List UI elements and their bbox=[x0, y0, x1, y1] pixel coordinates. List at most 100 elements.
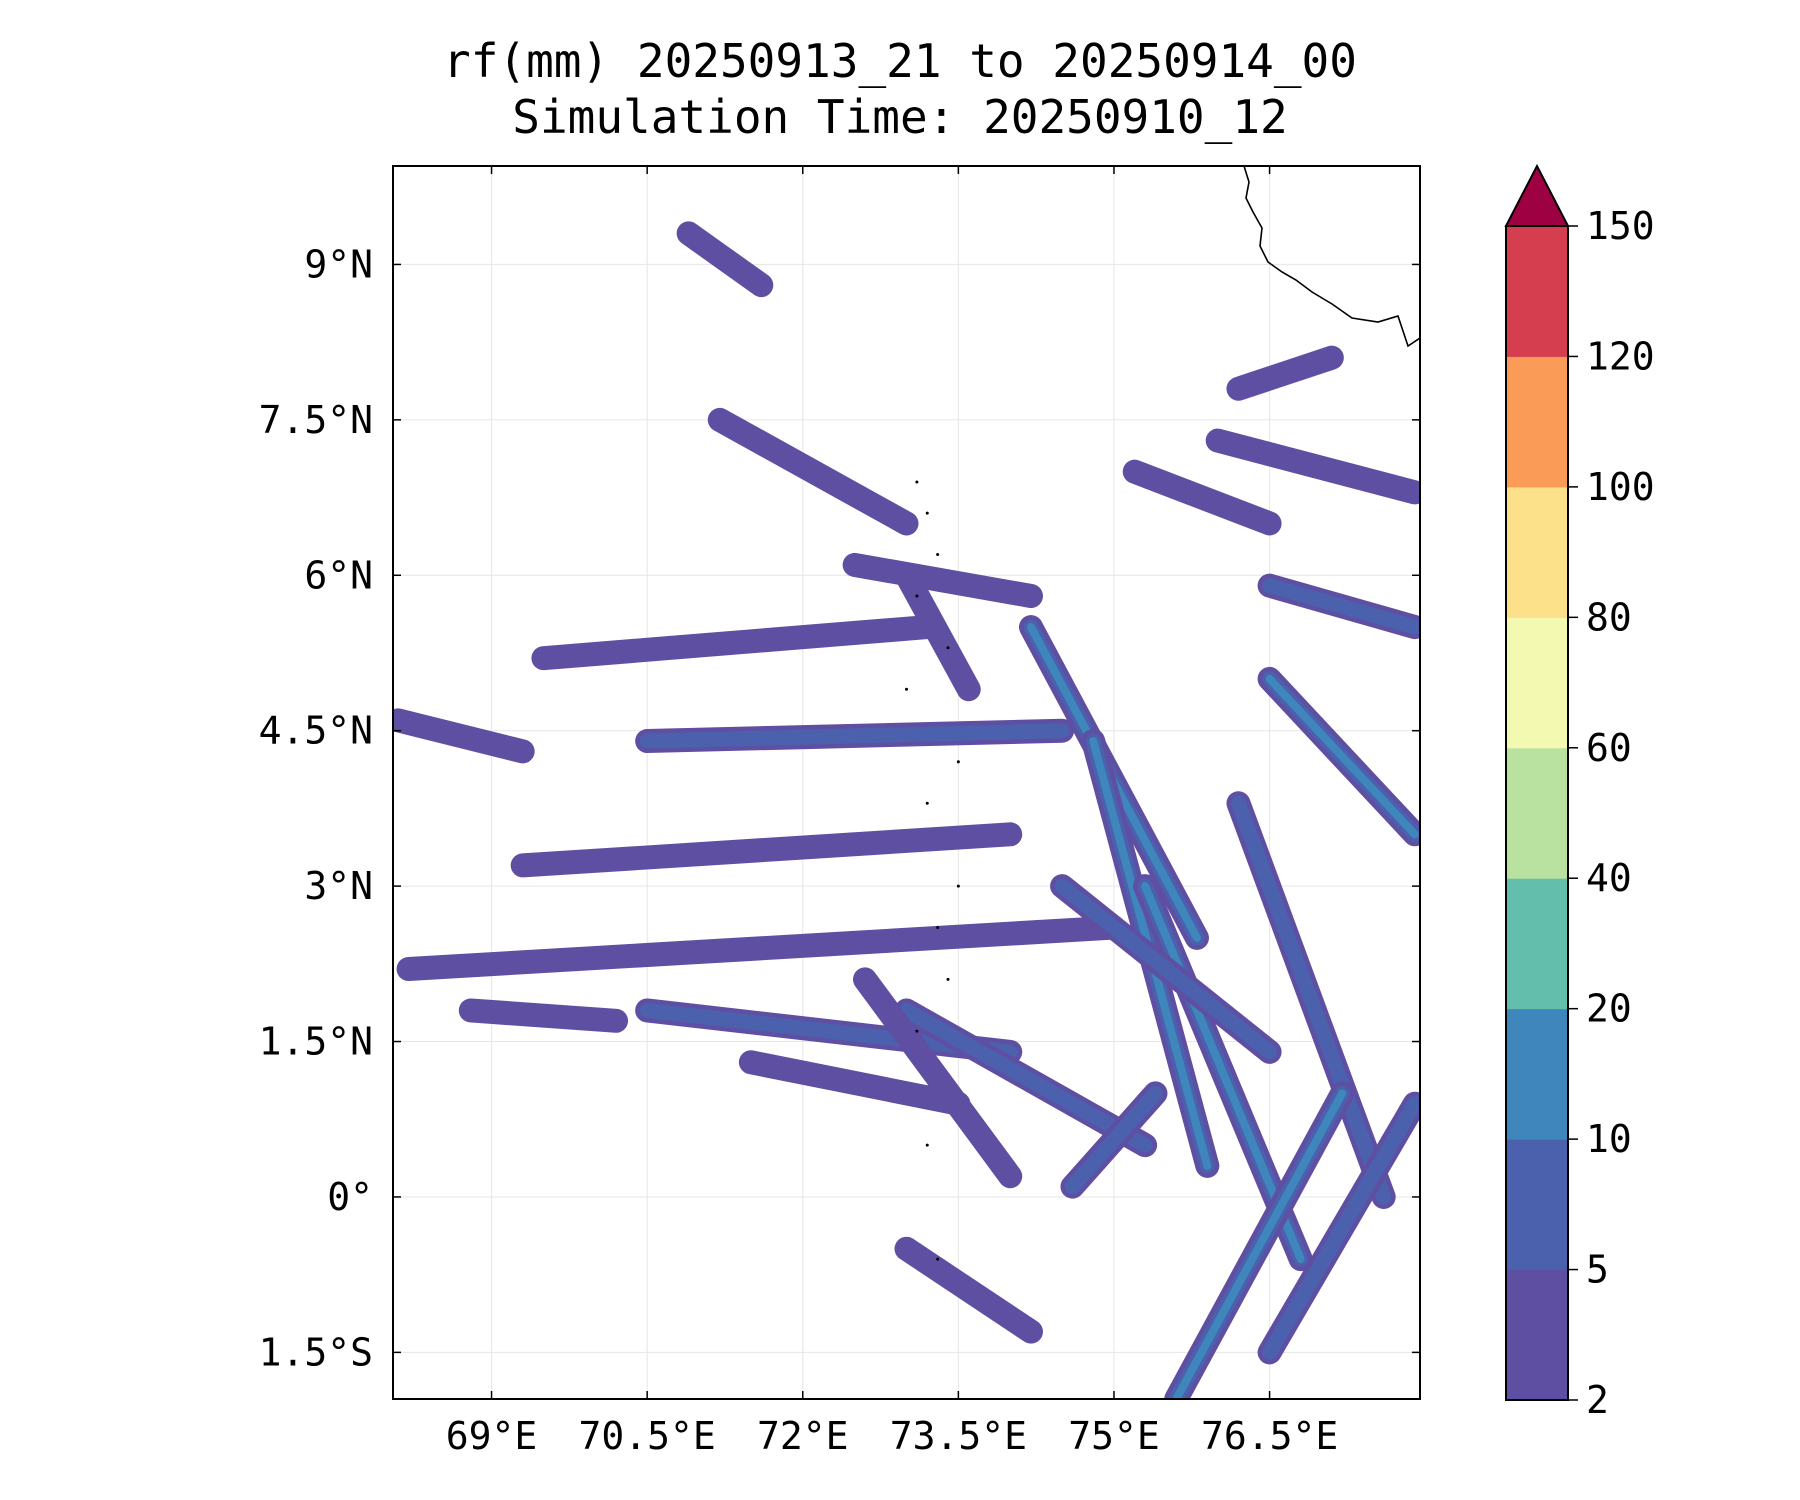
x-axis: 69°E 70.5°E 72°E 73.5°E 75°E 76.5°E bbox=[446, 166, 1338, 1458]
island-dot bbox=[936, 1257, 940, 1261]
y-tick-label: 4.5°N bbox=[259, 709, 373, 753]
colorbar-segment bbox=[1506, 747, 1568, 879]
rain-band bbox=[1122, 459, 1282, 536]
y-tick-label: 0° bbox=[327, 1175, 373, 1219]
colorbar: 2 5 10 20 40 60 80 100 120 150 bbox=[1504, 163, 1655, 1422]
contour-level-2 bbox=[1262, 578, 1420, 635]
contour-level-1 bbox=[676, 221, 774, 298]
rain-band bbox=[1164, 1081, 1355, 1399]
contour-level-1 bbox=[510, 822, 1023, 878]
rain-band bbox=[707, 407, 919, 536]
colorbar-tick-label: 40 bbox=[1586, 856, 1632, 900]
contour-level-1 bbox=[1205, 428, 1420, 505]
colorbar-tick-label: 150 bbox=[1586, 204, 1655, 248]
x-tick-label: 70.5°E bbox=[579, 1414, 716, 1458]
contour-level-2 bbox=[1230, 795, 1392, 1205]
rain-band bbox=[1205, 428, 1420, 505]
y-tick-label: 1.5°S bbox=[259, 1330, 373, 1374]
colorbar-tick-label: 60 bbox=[1586, 726, 1632, 770]
colorbar-tick-label: 100 bbox=[1586, 465, 1655, 509]
island-dot bbox=[946, 977, 950, 981]
plot-frame bbox=[392, 165, 1421, 1400]
island-dot bbox=[936, 553, 940, 557]
contour-level-3 bbox=[1265, 674, 1419, 839]
x-tick-label: 75°E bbox=[1068, 1414, 1160, 1458]
colorbar-segment bbox=[1506, 1139, 1568, 1271]
rain-band bbox=[894, 998, 1158, 1158]
colorbar-tick-label: 10 bbox=[1586, 1117, 1632, 1161]
contour-level-1 bbox=[707, 407, 919, 536]
y-tick-label: 3°N bbox=[304, 864, 373, 908]
y-axis: 1.5°S 0° 1.5°N 3°N 4.5°N 6°N 7.5°N 9°N bbox=[259, 242, 1420, 1374]
rainfall-contours bbox=[393, 221, 1420, 1399]
x-tick-label: 73.5°E bbox=[890, 1414, 1027, 1458]
rain-band bbox=[458, 998, 629, 1033]
contour-level-2 bbox=[1262, 1096, 1420, 1360]
colorbar-segment bbox=[1506, 226, 1568, 357]
island-dot bbox=[925, 511, 929, 515]
island-dot bbox=[956, 760, 960, 764]
rain-band bbox=[393, 708, 535, 764]
chart-title: rf(mm) 20250913_21 to 20250914_00 bbox=[443, 34, 1357, 88]
colorbar-tick-label: 20 bbox=[1586, 987, 1632, 1031]
contour-level-1 bbox=[894, 1236, 1043, 1344]
rain-band bbox=[676, 221, 774, 298]
rain-band bbox=[842, 552, 1043, 608]
contour-level-1 bbox=[396, 915, 1126, 982]
colorbar-tick-label: 5 bbox=[1586, 1248, 1609, 1292]
y-tick-label: 9°N bbox=[304, 242, 373, 286]
chart-subtitle: Simulation Time: 20250910_12 bbox=[512, 90, 1288, 144]
contour-level-2 bbox=[639, 723, 1070, 749]
coastline bbox=[1243, 166, 1420, 348]
colorbar-tick-label: 120 bbox=[1586, 334, 1655, 378]
island-dot bbox=[925, 801, 929, 805]
colorbar-segment bbox=[1506, 1269, 1568, 1401]
contour-level-1 bbox=[1226, 345, 1344, 401]
rain-band bbox=[396, 915, 1126, 982]
colorbar-tick-label: 80 bbox=[1586, 595, 1632, 639]
contour-level-1 bbox=[458, 998, 629, 1033]
island-dot bbox=[936, 926, 940, 930]
rain-band bbox=[1060, 1081, 1168, 1199]
contour-level-1 bbox=[894, 563, 981, 702]
x-tick-label: 69°E bbox=[446, 1414, 538, 1458]
island-outlines bbox=[905, 480, 960, 1261]
colorbar-segment bbox=[1506, 617, 1568, 749]
rain-band bbox=[510, 822, 1023, 878]
contour-level-1 bbox=[842, 552, 1043, 608]
contour-level-1 bbox=[738, 1050, 971, 1116]
contour-level-2 bbox=[1064, 1085, 1163, 1195]
contour-level-1 bbox=[1122, 459, 1282, 536]
rain-band bbox=[1226, 345, 1344, 401]
rain-band bbox=[1257, 573, 1420, 640]
contour-level-2 bbox=[1054, 878, 1278, 1060]
colorbar-segment bbox=[1506, 356, 1568, 488]
island-dot bbox=[915, 480, 919, 484]
y-tick-label: 6°N bbox=[304, 553, 373, 597]
rain-band bbox=[1257, 666, 1420, 847]
island-dot bbox=[925, 1143, 929, 1147]
rain-band bbox=[853, 967, 1023, 1189]
contour-level-1 bbox=[853, 967, 1023, 1189]
rain-band bbox=[738, 1050, 971, 1116]
island-dot bbox=[956, 884, 960, 888]
rain-band bbox=[531, 615, 940, 671]
contour-level-1 bbox=[531, 615, 940, 671]
rain-band bbox=[1257, 1091, 1420, 1365]
colorbar-segment bbox=[1506, 878, 1568, 1010]
island-dot bbox=[946, 646, 950, 650]
contour-level-2 bbox=[899, 1002, 1153, 1153]
x-tick-label: 76.5°E bbox=[1201, 1414, 1338, 1458]
colorbar-segment bbox=[1506, 1008, 1568, 1140]
contour-level-3 bbox=[1172, 1089, 1347, 1399]
y-tick-label: 7.5°N bbox=[259, 398, 373, 442]
rain-band bbox=[1226, 791, 1396, 1209]
island-dot bbox=[905, 687, 908, 691]
contour-level-1 bbox=[393, 708, 535, 764]
rain-band bbox=[894, 1236, 1043, 1344]
rain-band bbox=[635, 718, 1075, 754]
island-dot bbox=[915, 594, 919, 598]
rain-band bbox=[894, 563, 981, 702]
